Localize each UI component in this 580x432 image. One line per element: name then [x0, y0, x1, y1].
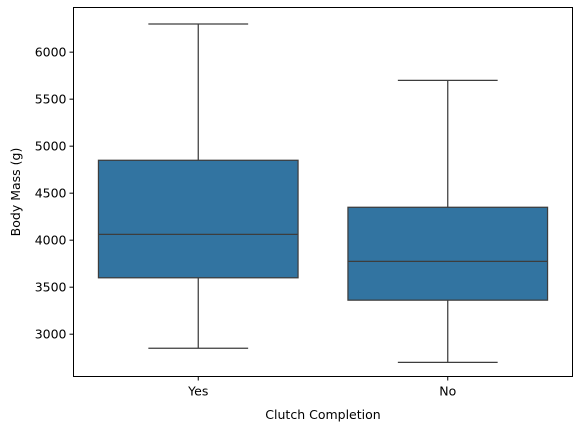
x-axis: Yes No: [187, 376, 456, 399]
y-tick-label: 5500: [35, 92, 67, 107]
x-tick-label: Yes: [187, 384, 208, 399]
box-yes: [97, 23, 299, 349]
plot-frame: [73, 7, 573, 377]
y-tick-label: 4000: [35, 233, 67, 248]
x-axis-label: Clutch Completion: [265, 407, 380, 422]
y-tick-label: 6000: [35, 45, 67, 60]
y-tick-label: 3000: [35, 327, 67, 342]
box-no: [347, 79, 549, 364]
plot-layer: [97, 23, 549, 364]
x-tick-label: No: [439, 384, 456, 399]
iqr-box: [97, 159, 299, 279]
y-axis-label: Body Mass (g): [8, 148, 23, 237]
y-tick-label: 4500: [35, 186, 67, 201]
y-axis: 3000 3500 4000 4500 5000 5500 6000: [35, 45, 74, 342]
iqr-box: [347, 206, 549, 301]
y-tick-label: 5000: [35, 139, 67, 154]
y-tick-label: 3500: [35, 280, 67, 295]
